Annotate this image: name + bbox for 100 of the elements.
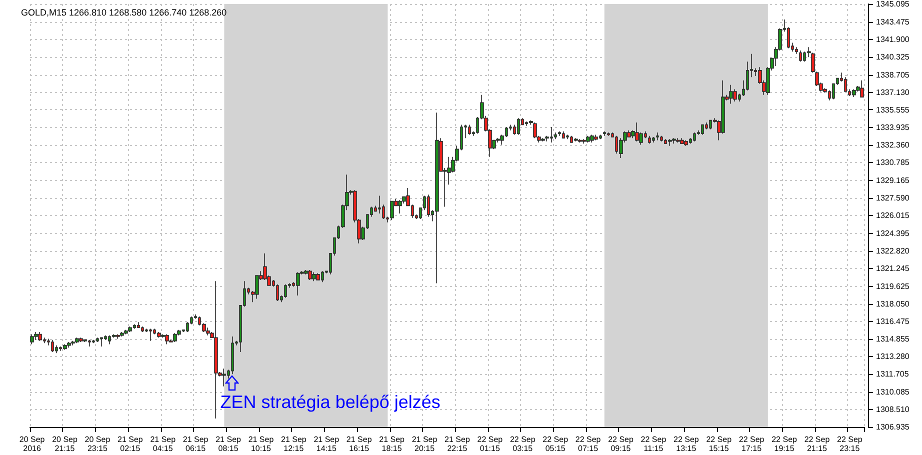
- x-tick-label: 21 Sep 16:15: [346, 435, 372, 453]
- candlestick: [435, 112, 439, 284]
- candlestick: [390, 200, 394, 220]
- y-tick-label: 1332.360: [876, 140, 910, 150]
- candlestick: [562, 131, 565, 138]
- candlestick: [173, 332, 177, 342]
- y-tick-label: 1310.085: [876, 388, 910, 397]
- y-tick-label: 1329.165: [876, 176, 910, 186]
- y-tick-label: 1343.475: [876, 17, 910, 26]
- candlestick: [684, 140, 688, 146]
- y-tick-label: 1314.855: [876, 334, 910, 344]
- y-tick-label: 1337.130: [876, 88, 910, 97]
- y-tick-label: 1333.935: [876, 123, 910, 132]
- candlestick: [668, 138, 672, 146]
- candlestick: [308, 270, 312, 280]
- candlestick: [276, 284, 279, 302]
- x-tick-label: 21 Sep 10:15: [248, 435, 274, 453]
- x-tick-label: 21 Sep 18:15: [379, 435, 406, 453]
- candlestick: [165, 334, 169, 345]
- candlestick: [120, 332, 124, 337]
- candlestick: [672, 138, 676, 144]
- candlestick: [83, 339, 87, 342]
- candlestick: [603, 131, 606, 136]
- candlestick: [652, 136, 655, 143]
- x-tick-label: 22 Sep 21:15: [804, 435, 830, 453]
- candlestick: [284, 284, 287, 298]
- candlestick: [517, 118, 520, 136]
- x-tick-label: 21 Sep 06:15: [182, 435, 209, 453]
- x-tick-label: 20 Sep 23:15: [84, 435, 111, 453]
- candlestick: [427, 194, 430, 218]
- x-tick-label: 22 Sep 17:15: [738, 435, 765, 453]
- candlestick: [656, 132, 659, 141]
- candlestick: [71, 340, 75, 346]
- y-tick-label: 1335.555: [876, 105, 910, 114]
- candlestick: [660, 135, 663, 142]
- candlestick: [844, 76, 847, 92]
- candlestick: [468, 124, 471, 136]
- y-tick-label: 1340.325: [876, 52, 910, 62]
- candlestick: [137, 322, 140, 328]
- candlestick: [100, 337, 103, 347]
- y-tick-label: 1313.280: [876, 352, 910, 362]
- x-tick-label: 22 Sep 19:15: [772, 435, 798, 453]
- x-tick-label: 21 Sep 02:15: [117, 435, 144, 453]
- candlestick: [729, 84, 733, 104]
- candlestick: [558, 131, 561, 136]
- y-tick-label: 1319.625: [876, 282, 910, 291]
- x-tick-label: 22 Sep 13:15: [673, 435, 700, 453]
- candlestick: [30, 334, 34, 345]
- x-tick-label: 21 Sep 14:15: [314, 435, 340, 453]
- candlestick: [733, 88, 737, 102]
- chart-title: GOLD,M15 1266.810 1268.580 1266.740 1268.260: [21, 8, 227, 18]
- candlestick: [312, 272, 316, 282]
- y-tick-label: 1321.245: [876, 264, 910, 273]
- candlestick: [680, 138, 684, 144]
- candlestick: [206, 327, 210, 336]
- candlestick: [533, 122, 537, 138]
- candlestick: [214, 280, 218, 419]
- candlestick: [141, 326, 144, 332]
- candlestick: [566, 134, 569, 140]
- x-tick-label: 22 Sep 09:15: [608, 435, 634, 453]
- candlestick: [590, 134, 594, 143]
- x-tick-label: 21 Sep 12:15: [281, 435, 307, 453]
- y-tick-label: 1341.900: [876, 34, 910, 44]
- candlestick: [222, 368, 226, 387]
- y-tick-label: 1311.705: [876, 370, 910, 379]
- candlestick: [34, 332, 38, 340]
- y-tick-label: 1318.050: [876, 299, 910, 308]
- candlestick: [693, 132, 696, 142]
- x-tick-label: 22 Sep 07:15: [575, 435, 602, 453]
- candlestick: [38, 332, 42, 342]
- y-tick-label: 1316.475: [876, 316, 910, 326]
- candlestick: [96, 337, 99, 342]
- y-tick-label: 1306.935: [876, 422, 910, 432]
- x-tick-label: 20 Sep 2016: [19, 435, 46, 453]
- y-tick-label: 1330.785: [876, 158, 910, 168]
- candlestick: [255, 275, 259, 300]
- x-tick-label: 21 Sep 04:15: [150, 435, 176, 453]
- candlestick: [586, 135, 590, 143]
- candlestick: [648, 135, 651, 144]
- candlestick: [701, 124, 704, 136]
- candlestick: [398, 200, 402, 214]
- candlestick: [67, 342, 71, 348]
- y-tick-label: 1326.015: [876, 211, 910, 220]
- candlestick: [116, 334, 120, 340]
- candlestick: [799, 50, 802, 62]
- candlestick: [635, 122, 639, 142]
- candlestick: [860, 80, 864, 98]
- candlestick: [75, 337, 79, 344]
- candlestick: [852, 88, 856, 98]
- candlestick: [124, 329, 128, 335]
- x-tick-label: 22 Sep 11:15: [640, 435, 667, 453]
- x-tick-label: 22 Sep 23:15: [837, 435, 863, 453]
- candlestick: [51, 339, 54, 352]
- y-tick-label: 1345.095: [876, 0, 910, 8]
- y-tick-label: 1327.590: [876, 194, 910, 203]
- y-tick-label: 1324.395: [876, 228, 910, 238]
- candlestick: [149, 328, 152, 342]
- candlestick: [795, 46, 798, 54]
- y-tick-label: 1308.510: [876, 405, 910, 414]
- candlestick: [157, 332, 161, 338]
